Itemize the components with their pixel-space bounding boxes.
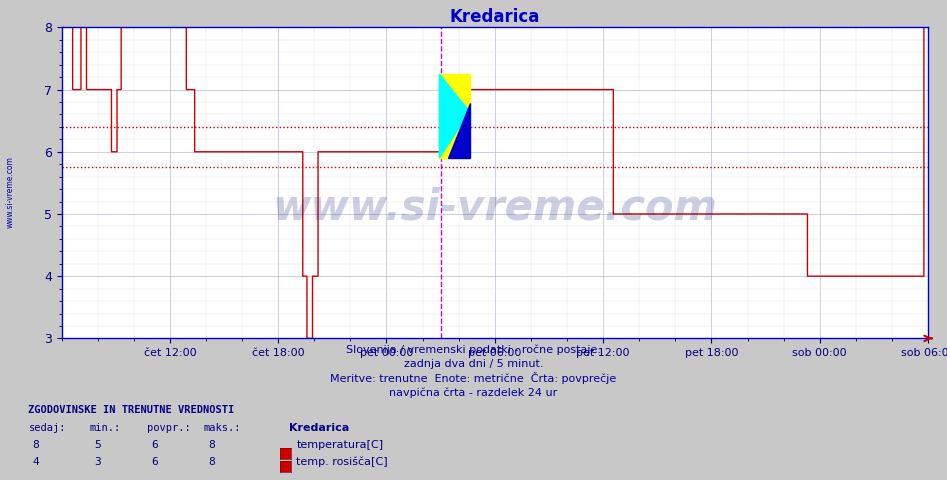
Text: www.si-vreme.com: www.si-vreme.com (6, 156, 15, 228)
Text: temperatura[C]: temperatura[C] (296, 440, 384, 450)
Text: ZGODOVINSKE IN TRENUTNE VREDNOSTI: ZGODOVINSKE IN TRENUTNE VREDNOSTI (28, 405, 235, 415)
Title: Kredarica: Kredarica (450, 8, 540, 26)
Bar (439, 74, 470, 158)
Text: navpična črta - razdelek 24 ur: navpična črta - razdelek 24 ur (389, 387, 558, 398)
Text: 5: 5 (94, 440, 101, 450)
Text: 8: 8 (207, 456, 215, 467)
Text: zadnja dva dni / 5 minut.: zadnja dva dni / 5 minut. (403, 359, 544, 369)
Text: temp. rosišča[C]: temp. rosišča[C] (296, 456, 388, 467)
Text: min.:: min.: (90, 423, 121, 433)
Polygon shape (449, 103, 470, 158)
Text: 3: 3 (94, 456, 101, 467)
Text: Slovenija / vremenski podatki - ročne postaje.: Slovenija / vremenski podatki - ročne po… (346, 344, 601, 355)
Text: 6: 6 (151, 440, 158, 450)
Text: Meritve: trenutne  Enote: metrične  Črta: povprečje: Meritve: trenutne Enote: metrične Črta: … (331, 372, 616, 384)
Polygon shape (439, 74, 470, 158)
Text: 6: 6 (151, 456, 158, 467)
Text: 8: 8 (207, 440, 215, 450)
Text: www.si-vreme.com: www.si-vreme.com (273, 187, 717, 229)
Text: maks.:: maks.: (204, 423, 241, 433)
Text: 8: 8 (32, 440, 40, 450)
Text: 4: 4 (32, 456, 40, 467)
Text: sedaj:: sedaj: (28, 423, 66, 433)
Text: povpr.:: povpr.: (147, 423, 190, 433)
Text: Kredarica: Kredarica (289, 423, 349, 433)
